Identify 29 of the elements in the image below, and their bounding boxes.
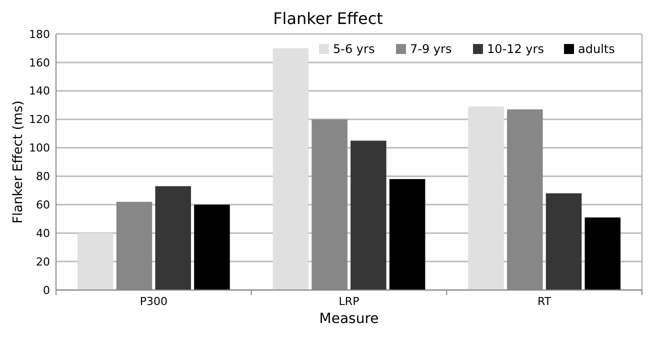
x-tick-label: P300	[140, 295, 168, 308]
y-tick-label: 140	[29, 84, 50, 98]
legend-label: 7-9 yrs	[410, 42, 452, 56]
y-tick-label: 40	[36, 226, 50, 240]
legend-label: 5-6 yrs	[333, 42, 375, 56]
y-tick-label: 0	[43, 284, 50, 297]
bar	[155, 186, 191, 290]
bar	[584, 217, 621, 290]
y-tick-label: 80	[36, 170, 50, 184]
y-tick-label: 100	[29, 142, 50, 155]
bar	[546, 193, 582, 290]
x-tick-label: LRP	[338, 295, 360, 308]
legend-label: 10-12 yrs	[487, 42, 544, 56]
y-tick-label: 180	[29, 28, 50, 41]
bar	[272, 48, 309, 290]
bar	[468, 106, 504, 290]
x-axis-title: Measure	[319, 311, 379, 327]
bar	[77, 233, 114, 290]
y-tick-label: 160	[29, 56, 50, 70]
bar	[389, 179, 426, 290]
y-axis-title: Flanker Effect (ms)	[11, 100, 26, 224]
y-tick-label: 60	[36, 198, 50, 212]
y-tick-label: 120	[29, 113, 50, 126]
chart-title: Flanker Effect	[273, 9, 383, 28]
bar	[350, 140, 386, 290]
x-tick-label: RT	[538, 295, 552, 308]
y-tick-label: 20	[36, 255, 50, 268]
legend-label: adults	[578, 42, 615, 56]
bar	[194, 204, 230, 290]
